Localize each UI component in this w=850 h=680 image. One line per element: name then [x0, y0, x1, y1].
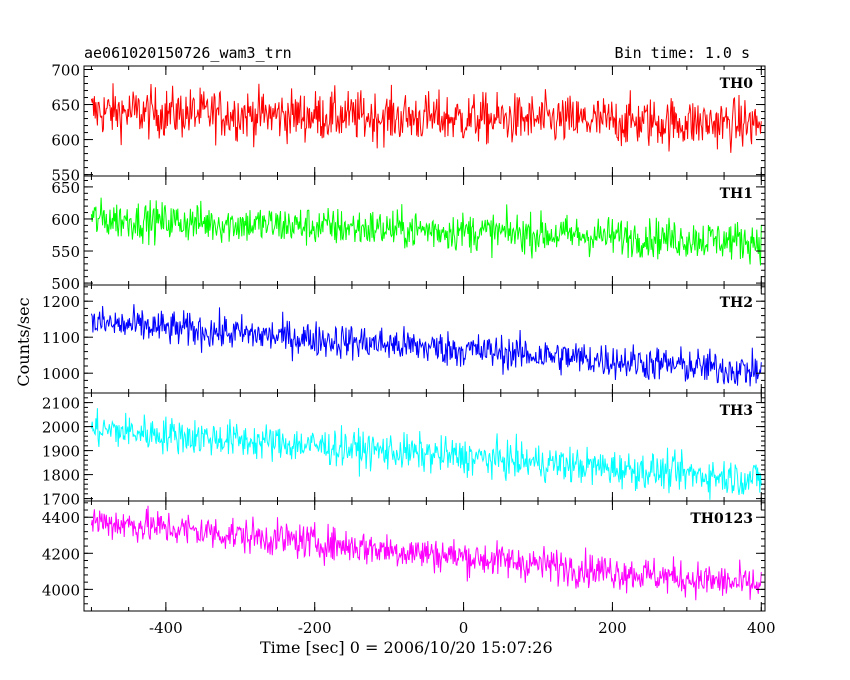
- y-tick-label: 1000: [42, 365, 80, 383]
- y-tick-label: 1900: [42, 443, 80, 461]
- x-axis-label: Time [sec] 0 = 2006/10/20 15:07:26: [260, 638, 553, 657]
- y-tick-label: 4400: [42, 509, 80, 527]
- y-tick-label: 550: [51, 167, 80, 185]
- y-tick-label: 700: [51, 62, 80, 80]
- y-tick-label: 650: [51, 179, 80, 197]
- y-tick-label: 4000: [42, 581, 80, 599]
- x-tick-label: 400: [747, 619, 776, 637]
- series-line-th2: [90, 304, 762, 387]
- y-tick-label: 1800: [42, 467, 80, 485]
- y-tick-label: 600: [51, 132, 80, 150]
- panel-label-th2: TH2: [720, 295, 753, 311]
- y-tick-label: 1700: [42, 491, 80, 509]
- panel-label-th3: TH3: [720, 403, 753, 419]
- panel-frame-th0123: [83, 500, 766, 612]
- series-line-th1: [90, 197, 762, 266]
- x-tick-label: 0: [459, 619, 469, 637]
- chart-title: ae061020150726_wam3_trn: [84, 44, 292, 62]
- y-tick-label: 650: [51, 97, 80, 115]
- series-line-th0: [90, 83, 762, 153]
- y-tick-label: 2000: [42, 419, 80, 437]
- panel-frame-th2: [83, 284, 766, 394]
- x-tick-label: 200: [598, 619, 627, 637]
- panel-label-th1: TH1: [720, 186, 753, 202]
- y-tick-label: 600: [51, 211, 80, 229]
- y-tick-label: 500: [51, 275, 80, 293]
- panel-label-th0123: TH0123: [690, 511, 753, 527]
- y-tick-label: 1100: [42, 329, 80, 347]
- y-tick-label: 1200: [42, 293, 80, 311]
- x-tick-label: -200: [298, 619, 332, 637]
- panel-label-th0: TH0: [720, 76, 754, 92]
- y-tick-label: 2100: [42, 395, 80, 413]
- y-tick-label: 4200: [42, 545, 80, 563]
- x-tick-label: -400: [149, 619, 183, 637]
- series-line-th0123: [90, 505, 762, 601]
- bin-time-label: Bin time: 1.0 s: [614, 44, 750, 62]
- y-axis-label: Counts/sec: [14, 297, 33, 387]
- series-line-th3: [90, 408, 762, 500]
- y-tick-label: 550: [51, 243, 80, 261]
